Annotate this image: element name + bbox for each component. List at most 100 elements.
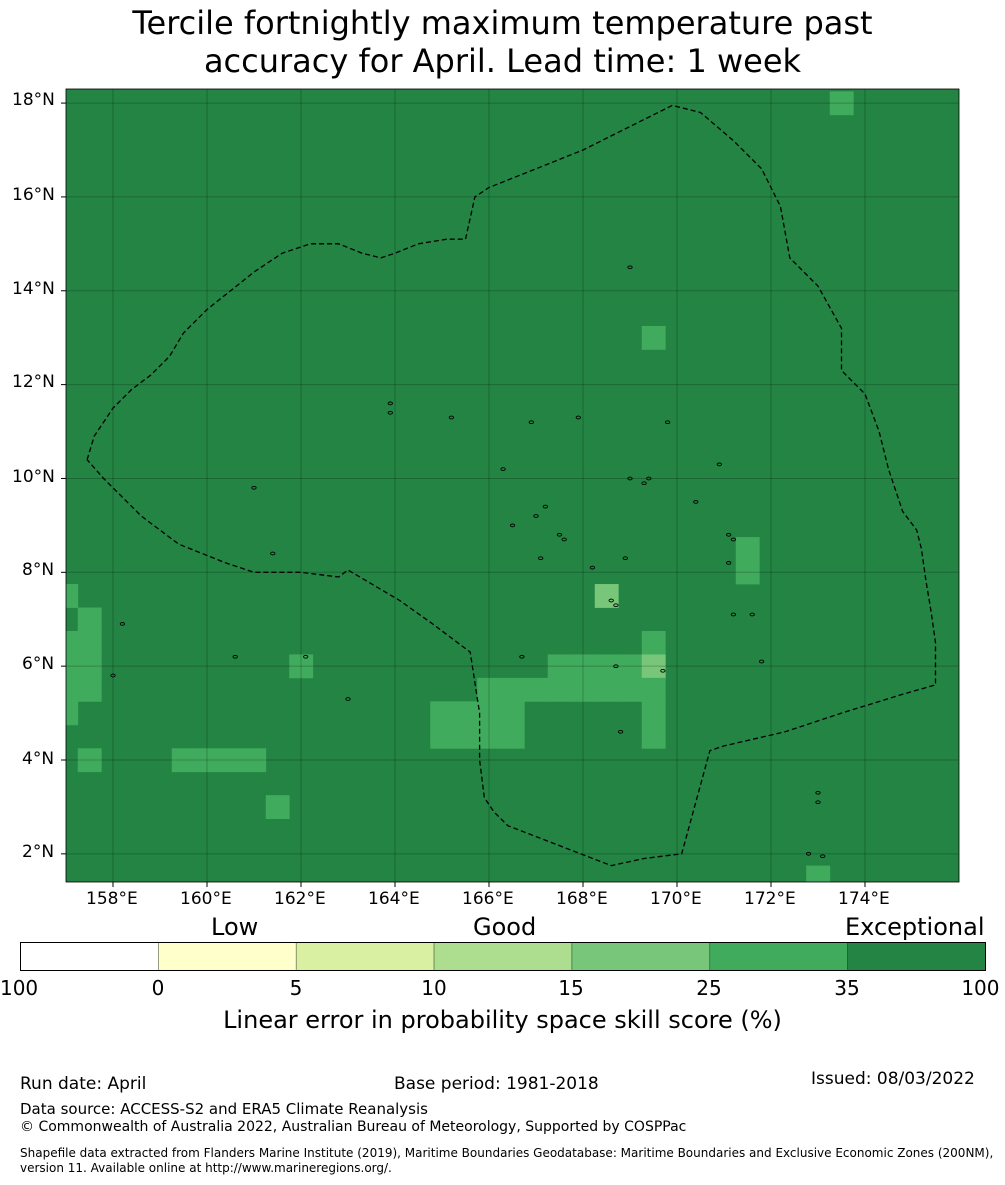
lat-tick-label: 2°N	[22, 842, 55, 862]
copyright-notice: © Commonwealth of Australia 2022, Austra…	[20, 1119, 687, 1135]
eez-boundary	[86, 104, 937, 867]
colorbar-title: Linear error in probability space skill …	[223, 1006, 782, 1034]
lat-tick-label: 10°N	[12, 467, 55, 487]
island-outline	[646, 476, 652, 481]
colorbar-bin	[295, 942, 435, 971]
island-outline	[815, 790, 821, 795]
skill-cell	[218, 748, 243, 773]
island-outline	[538, 556, 544, 561]
skill-cell	[66, 654, 79, 679]
colorbar-tick-label: 25	[696, 976, 722, 1000]
colorbar-bin	[709, 942, 848, 971]
skill-cell	[477, 724, 502, 749]
skill-cell	[77, 677, 102, 702]
shapefile-credit: Shapefile data extracted from Flanders M…	[20, 1146, 994, 1175]
colorbar-bin	[158, 942, 297, 971]
skill-cell	[524, 677, 549, 702]
skill-cell	[500, 677, 525, 702]
island-outline	[270, 551, 276, 556]
island-outline	[251, 485, 257, 490]
skill-cell	[641, 677, 666, 702]
lon-tick-label: 168°E	[556, 889, 608, 909]
skill-cell	[453, 701, 478, 726]
colorbar-tick-label: 100	[961, 976, 1000, 1000]
island-outline	[627, 476, 633, 481]
colorbar-tick-label: 5	[289, 976, 303, 1000]
island-outline	[575, 415, 581, 420]
colorbar-group-low: Low	[211, 913, 259, 941]
island-outline	[589, 565, 596, 570]
lon-tick-label: 162°E	[274, 889, 326, 909]
lat-tick-label: 6°N	[22, 654, 55, 674]
skill-cell	[430, 701, 455, 726]
island-outline	[556, 532, 563, 537]
skill-cell	[735, 560, 760, 585]
island-outline	[613, 664, 619, 669]
axis-ticks-layer	[61, 102, 866, 887]
skill-cell	[77, 748, 102, 773]
map-title-line-1: Tercile fortnightly maximum temperature …	[132, 4, 873, 42]
island-outline	[119, 622, 126, 626]
lon-tick-label: 164°E	[368, 889, 420, 909]
lat-tick-label: 18°N	[12, 90, 55, 110]
colorbar-bin	[847, 942, 986, 971]
island-outline	[561, 537, 567, 542]
skill-cell	[477, 677, 502, 702]
colorbar-tick-label: 35	[834, 976, 860, 1000]
run-date: Run date: April	[20, 1074, 147, 1094]
island-outline	[509, 523, 516, 528]
colorbar-tick-label: 10	[421, 976, 447, 1000]
island-outline	[815, 800, 821, 805]
skill-cell	[77, 630, 102, 655]
island-outline	[533, 514, 539, 518]
skill-cell	[618, 677, 643, 702]
colorbar	[20, 942, 986, 971]
island-outline	[303, 654, 309, 659]
island-outline	[528, 420, 534, 425]
island-outlines-layer	[110, 265, 826, 859]
colorbar-bin	[571, 942, 711, 971]
map-frame	[65, 88, 960, 883]
island-outline	[617, 729, 624, 734]
eez-boundary-layer	[86, 104, 937, 867]
skill-cell	[265, 795, 290, 820]
colorbar-bin	[20, 942, 159, 971]
skill-cell	[66, 584, 79, 608]
lat-tick-label: 14°N	[12, 279, 55, 299]
skill-cell	[77, 607, 102, 632]
skill-cell	[195, 748, 220, 773]
lon-tick-label: 170°E	[650, 889, 702, 909]
colorbar-frame	[20, 942, 986, 971]
skill-cell	[289, 654, 314, 679]
lat-tick-label: 16°N	[12, 185, 55, 205]
skill-cell	[500, 724, 525, 749]
island-outline	[758, 659, 765, 664]
skill-cell	[806, 865, 831, 882]
island-outline	[519, 654, 525, 659]
colorbar-tick-label: 0	[151, 976, 165, 1000]
skill-cell	[66, 630, 79, 655]
skill-cell	[171, 748, 196, 773]
skill-cell	[641, 724, 666, 749]
lat-tick-label: 12°N	[12, 372, 55, 392]
skill-cells-layer	[66, 91, 854, 882]
skill-cell	[594, 677, 619, 702]
lon-tick-label: 158°E	[86, 889, 138, 909]
island-outline	[641, 481, 647, 486]
skill-cell	[641, 654, 666, 679]
island-outline	[664, 420, 671, 425]
lon-tick-label: 166°E	[462, 889, 514, 909]
lon-tick-label: 172°E	[744, 889, 796, 909]
island-outline	[660, 668, 666, 673]
skill-cell	[453, 724, 478, 749]
map-title-line-2: accuracy for April. Lead time: 1 week	[203, 42, 802, 80]
island-outline	[387, 401, 393, 406]
island-outline	[387, 410, 393, 415]
skill-cell	[242, 748, 267, 773]
issued-date: Issued: 08/03/2022	[811, 1069, 975, 1089]
data-source: Data source: ACCESS-S2 and ERA5 Climate …	[20, 1100, 428, 1118]
island-outline	[110, 673, 116, 678]
graticule-layer	[66, 89, 959, 882]
colorbar-tick-label: 15	[558, 976, 584, 1000]
lat-tick-label: 8°N	[22, 560, 55, 580]
